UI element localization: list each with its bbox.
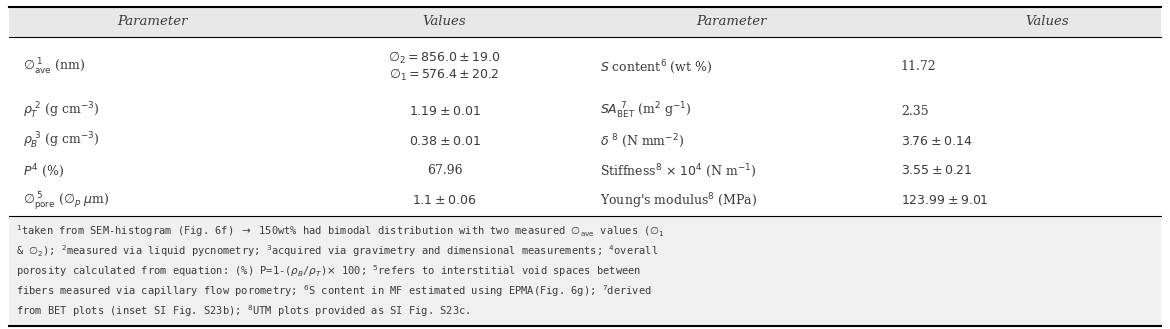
Text: Young's modulus$^{8}$ (MPa): Young's modulus$^{8}$ (MPa) [600, 191, 757, 211]
Text: Parameter: Parameter [117, 15, 187, 28]
Text: $\varnothing_{\mathrm{ave}}^{\ 1}$ (nm): $\varnothing_{\mathrm{ave}}^{\ 1}$ (nm) [23, 57, 85, 77]
Text: from BET plots (inset SI Fig. S23b); $^{8}$UTM plots provided as SI Fig. S23c.: from BET plots (inset SI Fig. S23b); $^{… [16, 304, 470, 319]
Text: Values: Values [422, 15, 467, 28]
Text: $3.76 \pm 0.14$: $3.76 \pm 0.14$ [901, 135, 972, 148]
Text: porosity calculated from equation: (%) P=1-($\rho_B$/$\rho_T$)$\times$ 100; $^{5: porosity calculated from equation: (%) P… [16, 264, 641, 279]
Text: $\rho_B^{\ 3}$ (g cm$^{-3}$): $\rho_B^{\ 3}$ (g cm$^{-3}$) [23, 131, 99, 151]
Text: $3.55 \pm 0.21$: $3.55 \pm 0.21$ [901, 164, 972, 177]
Text: $123.99 \pm 9.01$: $123.99 \pm 9.01$ [901, 194, 989, 207]
Text: $1.19 \pm 0.01$: $1.19 \pm 0.01$ [408, 105, 481, 118]
Text: Stiffness$^{8}$ $\times$ $10^{4}$ (N m$^{-1}$): Stiffness$^{8}$ $\times$ $10^{4}$ (N m$^… [600, 162, 757, 180]
Text: $1.1 \pm 0.06$: $1.1 \pm 0.06$ [413, 194, 476, 207]
Bar [9, 215, 1161, 326]
Text: $S$ content$^{6}$ (wt %): $S$ content$^{6}$ (wt %) [600, 58, 713, 76]
Text: Parameter: Parameter [696, 15, 766, 28]
Text: 11.72: 11.72 [901, 60, 936, 73]
Text: $\delta^{\ 8}$ (N mm$^{-2}$): $\delta^{\ 8}$ (N mm$^{-2}$) [600, 132, 684, 150]
Text: $\varnothing_{\mathrm{pore}}^{\ 5}$ ($\varnothing_p$ $\mu$m): $\varnothing_{\mathrm{pore}}^{\ 5}$ ($\v… [23, 190, 110, 212]
Bar [9, 7, 1161, 37]
Text: $\varnothing_2 = 856.0 \pm 19.0$: $\varnothing_2 = 856.0 \pm 19.0$ [388, 50, 501, 66]
Text: 2.35: 2.35 [901, 105, 929, 118]
Text: $0.38 \pm 0.01$: $0.38 \pm 0.01$ [408, 135, 481, 148]
Text: fibers measured via capillary flow porometry; $^{6}$S content in MF estimated us: fibers measured via capillary flow porom… [16, 284, 652, 299]
Text: Values: Values [1025, 15, 1069, 28]
Text: $\rho_T^{\ 2}$ (g cm$^{-3}$): $\rho_T^{\ 2}$ (g cm$^{-3}$) [23, 101, 99, 121]
Text: $P^{4}$ (%): $P^{4}$ (%) [23, 162, 64, 180]
Text: $SA_{\mathrm{BET}}^{\ 7}$ (m$^{2}$ g$^{-1}$): $SA_{\mathrm{BET}}^{\ 7}$ (m$^{2}$ g$^{-… [600, 101, 691, 121]
Text: & $\varnothing_2$); $^{2}$measured via liquid pycnometry; $^{3}$acquired via gra: & $\varnothing_2$); $^{2}$measured via l… [16, 244, 659, 260]
Text: $^{1}$taken from SEM-histogram (Fig. 6f) $\rightarrow$ 150wt% had bimodal distri: $^{1}$taken from SEM-histogram (Fig. 6f)… [16, 224, 666, 240]
Text: 67.96: 67.96 [427, 164, 462, 177]
Text: $\varnothing_1 = 576.4 \pm 20.2$: $\varnothing_1 = 576.4 \pm 20.2$ [390, 67, 500, 83]
